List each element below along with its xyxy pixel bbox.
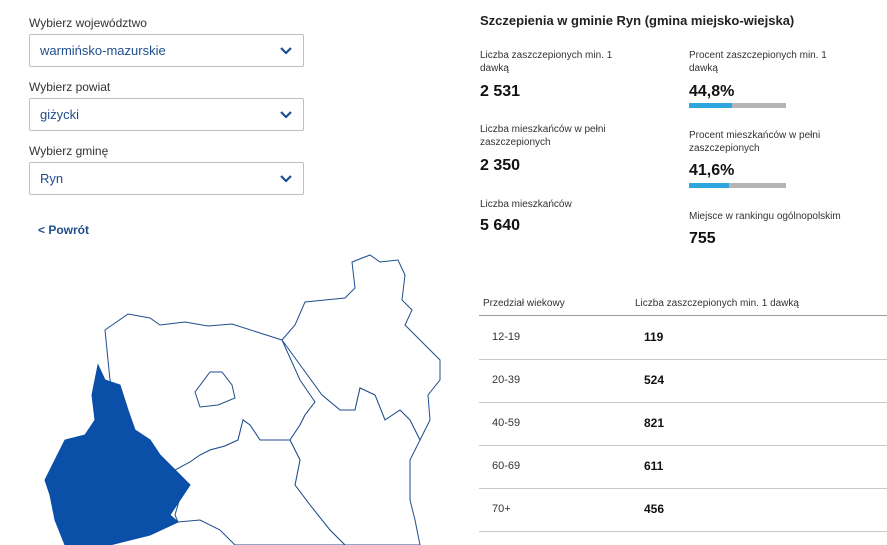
table-header-divider [479,315,887,316]
table-cell-count: 524 [644,373,665,387]
table-row-divider [479,445,887,446]
table-row-divider [479,488,887,489]
stat-percent-one-value: 44,8% [689,83,735,100]
table-cell-age-range: 20-39 [492,374,521,386]
back-link[interactable]: < Powrót [38,223,90,237]
table-cell-count: 119 [644,330,664,344]
map-region-east[interactable] [281,339,421,545]
progress-fill-fully [689,183,730,188]
progress-bar-one-dose [689,103,786,108]
stat-population-value: 5 640 [480,217,521,234]
stat-percent-fully-label: Procent mieszkańców w pełni zaszczepiony… [689,130,821,154]
commune-value: Ryn [40,171,64,186]
stat-ranking-label: Miejsce w rankingu ogólnopolskim [689,211,841,222]
stat-population-label: Liczba mieszkańców [480,199,572,210]
stat-fully-value: 2 350 [480,157,521,174]
stat-vaccinated-value: 2 531 [480,83,521,100]
voivodeship-label: Wybierz województwo [29,16,147,30]
table-cell-count: 821 [644,416,665,430]
stat-fully-label: Liczba mieszkańców w pełni zaszczepionyc… [480,124,606,148]
progress-fill-one-dose [689,103,733,108]
map-region-south[interactable] [174,419,346,545]
county-value: giżycki [40,107,80,122]
stat-percent-fully-value: 41,6% [689,162,735,179]
county-label: Wybierz powiat [29,80,111,94]
commune-select[interactable]: Ryn [29,162,304,195]
map-region-selected-ryn[interactable] [44,363,191,545]
stat-ranking-value: 755 [689,230,716,247]
voivodeship-select[interactable]: warmińsko-mazurskie [29,34,304,67]
table-row-divider [479,359,887,360]
chevron-down-icon [280,111,292,119]
table-cell-age-range: 12-19 [492,331,521,343]
table-cell-age-range: 60-69 [492,460,521,472]
table-header-age: Przedział wiekowy [483,298,565,309]
table-row-divider [479,402,887,403]
table-cell-age-range: 70+ [492,503,511,515]
progress-bar-fully [689,183,786,188]
county-select[interactable]: giżycki [29,98,304,131]
stat-percent-one-label: Procent zaszczepionych min. 1 dawką [689,50,827,74]
table-row-divider [479,531,887,532]
voivodeship-value: warmińsko-mazurskie [40,43,166,58]
stat-vaccinated-label: Liczba zaszczepionych min. 1 dawką [480,50,613,74]
commune-map [44,254,441,545]
map-enclave[interactable] [194,371,236,408]
table-cell-count: 456 [644,502,665,516]
commune-label: Wybierz gminę [29,144,109,158]
table-cell-age-range: 40-59 [492,417,521,429]
page-title: Szczepienia w gminie Ryn (gmina miejsko-… [480,13,795,28]
table-header-count: Liczba zaszczepionych min. 1 dawką [635,298,799,309]
chevron-down-icon [280,47,292,55]
table-cell-count: 611 [644,459,664,473]
chevron-down-icon [280,175,292,183]
